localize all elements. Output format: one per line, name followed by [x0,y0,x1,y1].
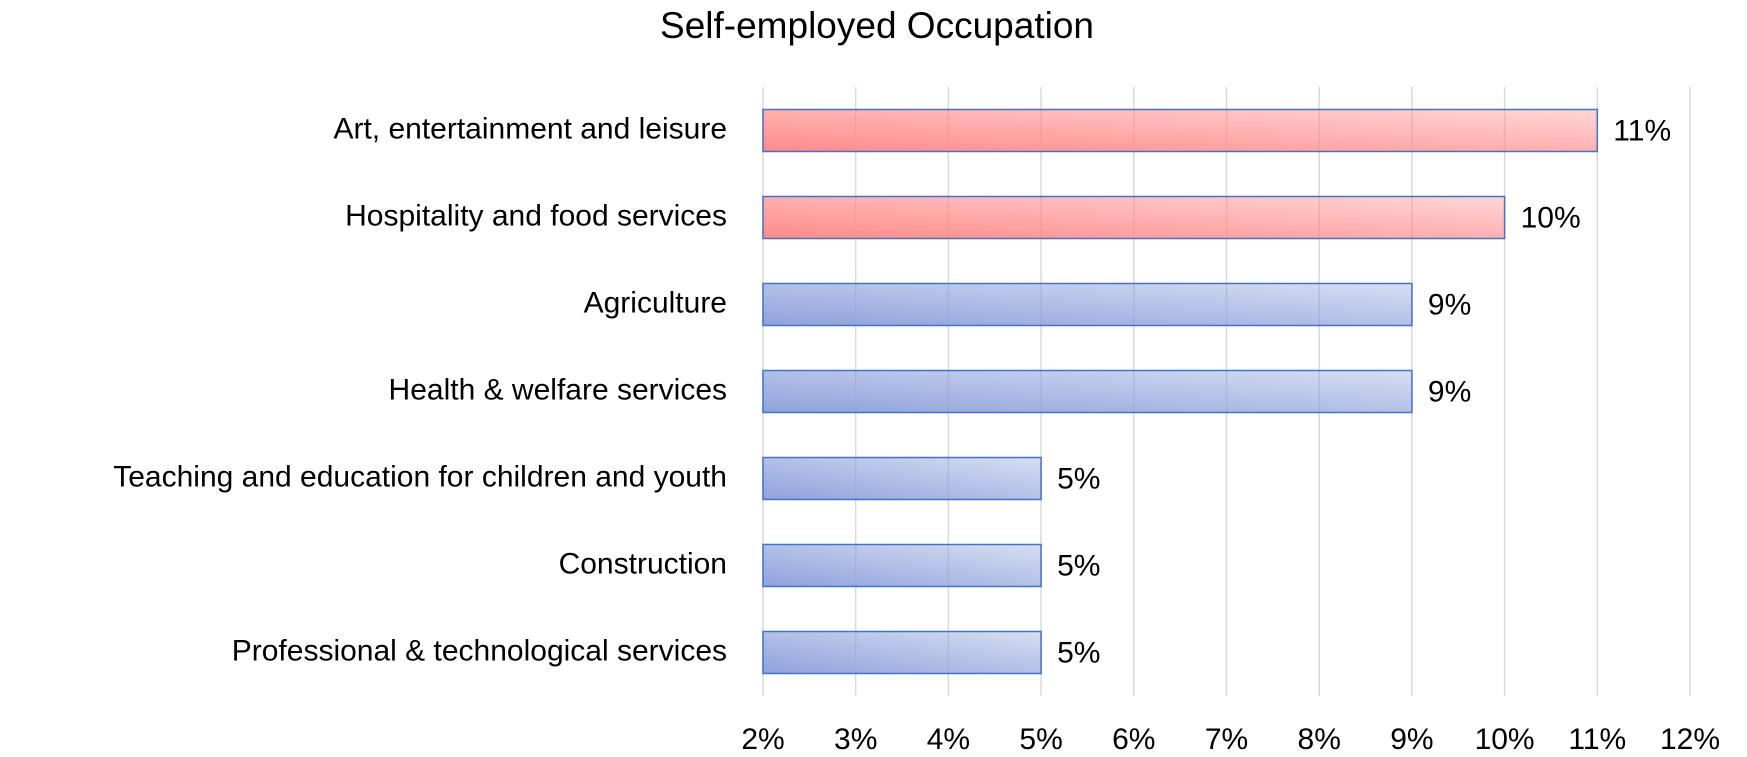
bar [762,108,1599,153]
bar [762,543,1042,588]
data-label: 5% [1057,549,1100,582]
data-label: 10% [1521,201,1581,234]
x-tick-label: 10% [1475,723,1535,756]
data-label: 11% [1613,114,1671,147]
bar [762,195,1506,240]
y-tick-label: Teaching and education for children and … [113,460,727,493]
x-tick-label: 9% [1390,723,1433,756]
x-tick-label: 11% [1568,723,1626,756]
y-tick-label: Health & welfare services [389,373,727,406]
x-tick-label: 12% [1660,723,1720,756]
y-tick-label: Professional & technological services [232,634,727,667]
y-tick-label: Art, entertainment and leisure [333,112,727,145]
bar [762,456,1042,501]
y-tick-label: Hospitality and food services [345,199,727,232]
x-tick-label: 4% [927,723,970,756]
x-tick-label: 2% [741,723,784,756]
bar [762,369,1413,414]
x-tick-label: 7% [1205,723,1248,756]
bar [762,630,1042,675]
y-tick-label: Construction [559,547,727,580]
data-label: 9% [1428,375,1471,408]
x-tick-label: 6% [1112,723,1155,756]
bar [762,282,1413,327]
data-label: 5% [1057,636,1100,669]
data-label: 9% [1428,288,1471,321]
x-tick-label: 3% [834,723,877,756]
x-tick-label: 8% [1298,723,1341,756]
y-tick-label: Agriculture [584,286,727,319]
x-tick-label: 5% [1019,723,1062,756]
chart-title: Self-employed Occupation [660,5,1094,46]
data-label: 5% [1057,462,1100,495]
